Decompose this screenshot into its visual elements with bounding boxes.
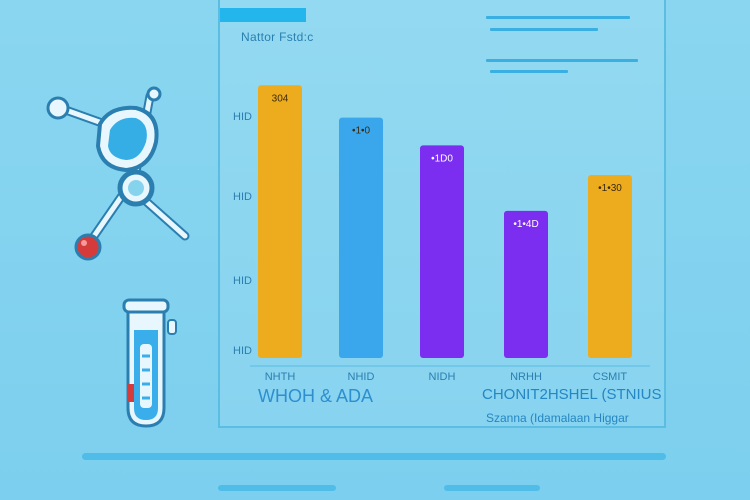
bar-value-label: •1•4D — [513, 219, 538, 230]
header-line — [490, 70, 568, 73]
header-line — [490, 28, 598, 31]
bar-value-label: •1•0 — [352, 126, 371, 137]
header-line — [486, 59, 638, 62]
group-label: WHOH & ADA — [258, 386, 374, 406]
panel-accent-bar — [220, 8, 306, 22]
x-tick-label: NHTH — [265, 371, 296, 383]
test-tube-icon — [112, 296, 182, 436]
header-line — [486, 16, 630, 19]
bar — [258, 85, 302, 359]
bar — [588, 174, 632, 358]
y-tick-label: HID — [233, 191, 252, 203]
bar — [339, 117, 383, 359]
y-tick-label: HID — [233, 345, 252, 357]
bar-value-label: •1D0 — [431, 153, 453, 164]
x-tick-label: NRHH — [510, 371, 542, 383]
molecule-icon — [40, 84, 200, 274]
x-tick-label: CSMIT — [593, 371, 628, 383]
footer-bar — [444, 485, 540, 491]
footer-bar — [82, 453, 666, 460]
x-tick-label: NHID — [348, 371, 375, 383]
bar — [504, 210, 548, 358]
y-tick-label: HID — [233, 275, 252, 287]
bar-value-label: 304 — [272, 93, 289, 104]
legend-line-2: Szanna (Idamalaan Higgar — [486, 411, 629, 425]
legend-line-1: CHONIT2HSHEL (STNIUS — [482, 386, 662, 403]
y-tick-label: HID — [233, 111, 252, 123]
footer-bar — [218, 485, 336, 491]
x-tick-label: NIDH — [429, 371, 456, 383]
bar-value-label: •1•30 — [598, 183, 622, 194]
bar — [420, 145, 464, 358]
chart-title: Nattor Fstd:c — [241, 30, 314, 44]
